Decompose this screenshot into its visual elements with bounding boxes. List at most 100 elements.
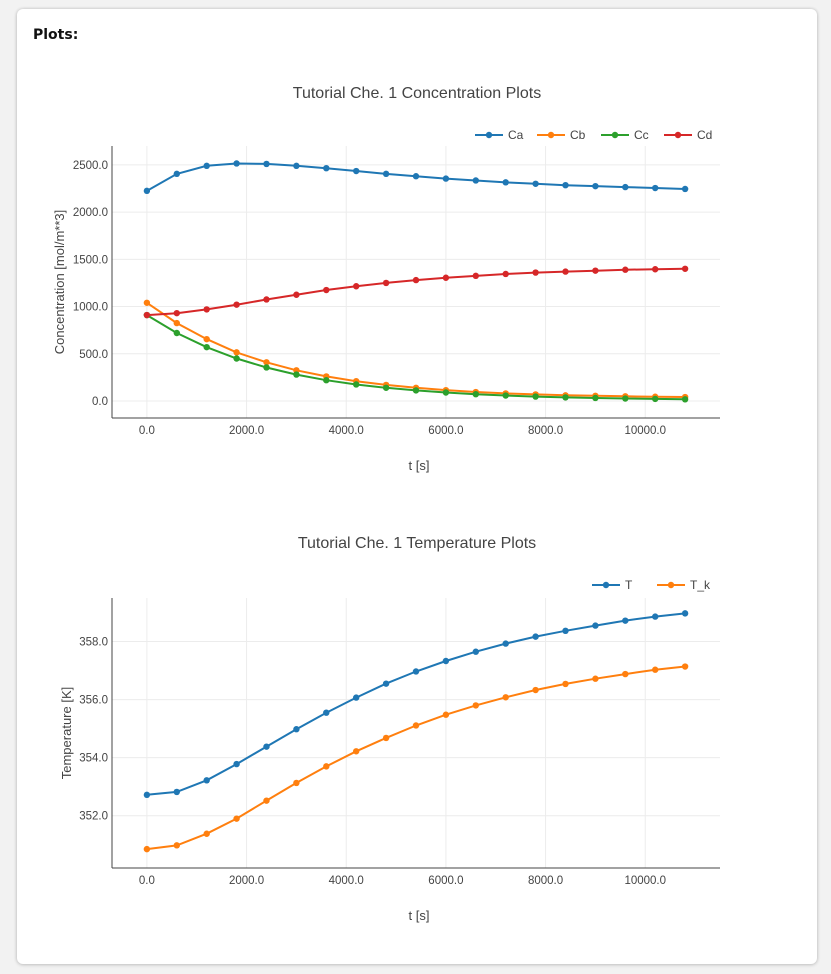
y-tick-label: 352.0: [79, 811, 108, 823]
legend-swatch-marker: [485, 131, 493, 139]
legend-item: T: [592, 578, 633, 592]
data-point: [681, 185, 689, 193]
data-point: [592, 267, 599, 274]
data-point: [203, 777, 210, 784]
data-point: [532, 269, 539, 276]
y-tick-label: 1500.0: [73, 254, 108, 266]
y-axis-label: Concentration [mol/m**3]: [52, 210, 67, 355]
data-point: [472, 177, 480, 184]
data-point: [263, 296, 270, 303]
data-point: [233, 349, 240, 356]
data-point: [352, 694, 360, 701]
data-point: [532, 686, 539, 694]
x-tick-label: 0.0: [139, 875, 155, 887]
y-tick-label: 2500.0: [73, 160, 108, 172]
series-ca: [143, 160, 689, 195]
chart-title: Tutorial Che. 1 Temperature Plots: [298, 535, 536, 552]
data-point: [622, 395, 629, 402]
grid-lines: [112, 146, 720, 418]
data-point: [502, 179, 509, 186]
data-point: [681, 265, 689, 272]
data-point: [143, 187, 151, 195]
legend-swatch-marker: [667, 581, 675, 589]
data-point: [412, 173, 420, 180]
data-point: [263, 364, 270, 371]
data-point: [681, 663, 689, 670]
x-tick-label: 6000.0: [428, 875, 463, 887]
data-point: [412, 722, 420, 729]
data-point: [173, 319, 180, 327]
data-point: [143, 299, 151, 306]
data-point: [532, 393, 539, 400]
data-point: [323, 709, 330, 716]
data-point: [622, 266, 629, 273]
data-point: [382, 384, 390, 391]
temperature-plot: Tutorial Che. 1 Temperature Plots 0.0 2000…: [59, 535, 720, 923]
data-point: [263, 797, 270, 804]
data-point: [502, 640, 509, 647]
data-point: [352, 283, 360, 290]
legend-swatch-marker: [611, 131, 619, 139]
data-point: [472, 272, 480, 280]
legend-label: Cd: [697, 128, 712, 142]
y-tick-label: 2000.0: [73, 207, 108, 219]
data-point: [502, 392, 509, 399]
data-point: [681, 610, 689, 617]
series-line: [146, 612, 686, 796]
data-point: [562, 181, 569, 189]
x-tick-label: 4000.0: [329, 425, 364, 437]
x-tick-label: 8000.0: [528, 425, 563, 437]
data-point: [293, 726, 300, 733]
y-tick-label: 354.0: [79, 753, 108, 765]
x-tick-label: 10000.0: [624, 875, 666, 887]
x-tick-label: 6000.0: [428, 425, 463, 437]
data-point: [263, 359, 270, 366]
data-point: [442, 175, 450, 182]
legend-item: Cb: [537, 128, 586, 142]
legend-item: T_k: [657, 578, 711, 592]
data-point: [143, 845, 151, 853]
data-point: [562, 680, 569, 688]
chart-title: Tutorial Che. 1 Concentration Plots: [293, 85, 541, 102]
series-cb: [143, 299, 689, 401]
legend-item: Ca: [475, 128, 524, 142]
series-cc: [143, 311, 689, 403]
x-axis-label: t [s]: [409, 458, 430, 473]
data-point: [233, 160, 240, 167]
data-point: [173, 842, 180, 849]
data-point: [472, 391, 480, 398]
data-point: [592, 394, 599, 402]
y-tick-label: 1000.0: [73, 302, 108, 314]
x-tick-label: 8000.0: [528, 875, 563, 887]
y-tick-label: 0.0: [92, 396, 108, 408]
data-point: [233, 760, 240, 768]
data-point: [652, 266, 659, 273]
data-point: [562, 627, 569, 635]
legend-label: Ca: [508, 128, 524, 142]
grid-lines: [112, 598, 720, 868]
data-point: [592, 622, 599, 629]
data-point: [233, 815, 240, 822]
data-point: [592, 182, 599, 190]
concentration-plot: Tutorial Che. 1 Concentration Plots 0.0 20…: [52, 85, 720, 473]
data-point: [173, 170, 180, 178]
legend-label: Cc: [634, 128, 649, 142]
data-point: [293, 371, 300, 378]
data-point: [382, 170, 390, 178]
data-point: [472, 702, 480, 709]
data-point: [323, 763, 330, 770]
data-point: [592, 675, 599, 682]
data-point: [622, 617, 629, 624]
data-point: [681, 396, 689, 403]
y-tick-label: 500.0: [79, 349, 108, 361]
data-point: [323, 286, 330, 294]
data-point: [412, 276, 420, 284]
data-point: [203, 830, 210, 837]
data-point: [502, 694, 509, 701]
data-point: [652, 666, 659, 673]
data-point: [622, 670, 629, 678]
data-point: [203, 306, 210, 313]
data-point: [382, 279, 390, 287]
data-point: [442, 657, 450, 665]
data-point: [323, 164, 330, 172]
